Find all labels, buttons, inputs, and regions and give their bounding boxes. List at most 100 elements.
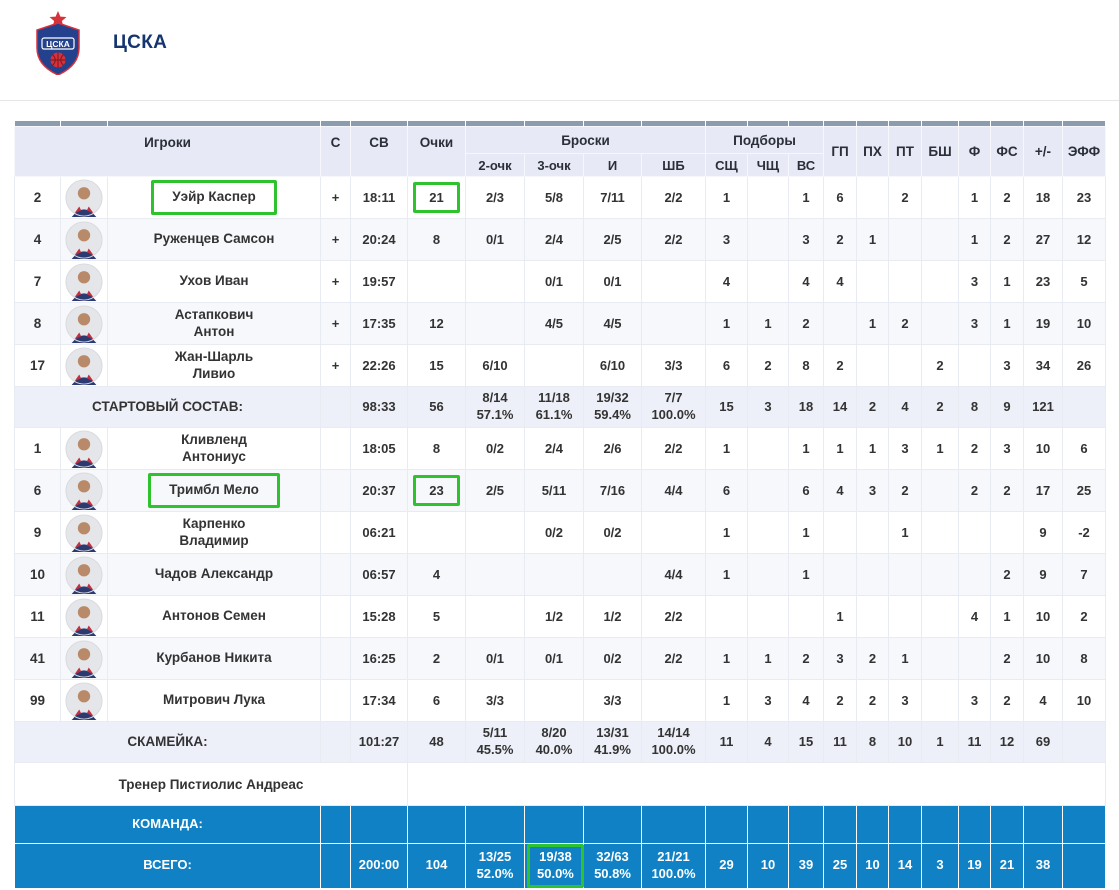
col-ft: ШБ: [642, 154, 706, 177]
cell-total-reb: [789, 596, 824, 638]
cell-minutes: 06:21: [351, 512, 408, 554]
cell-steals: [857, 177, 889, 219]
cell-points: 8: [408, 219, 466, 261]
cell-minutes: 98:33: [351, 387, 408, 428]
cell-ft: 2/2: [642, 638, 706, 680]
cell-assists: 4: [824, 261, 857, 303]
player-photo-cell: [61, 219, 108, 261]
cell-turnovers: 14: [889, 844, 922, 889]
cell-plus-minus: 19: [1024, 303, 1063, 345]
cell-fg: 0/2: [584, 512, 642, 554]
cell-minutes: 20:24: [351, 219, 408, 261]
cell-assists: 1: [824, 596, 857, 638]
cell-blocks: [922, 554, 959, 596]
cell-points: 104: [408, 844, 466, 889]
cell-assists: [824, 512, 857, 554]
player-photo: [65, 263, 103, 301]
cell-ft: [642, 680, 706, 722]
cell-points: 23: [408, 470, 466, 512]
player-photo-cell: [61, 177, 108, 219]
cell-turnovers: 2: [889, 470, 922, 512]
cell-steals: [857, 345, 889, 387]
cell-assists: 11: [824, 722, 857, 763]
cell-fg: 19/32 59.4%: [584, 387, 642, 428]
team-logo-icon[interactable]: ЦСКА: [33, 11, 83, 75]
cell-3pt: [525, 806, 584, 844]
cell-3pt: 0/2: [525, 512, 584, 554]
col-2pt: 2-очк: [466, 154, 525, 177]
team-name[interactable]: ЦСКА: [113, 32, 167, 54]
cell-assists: [824, 806, 857, 844]
player-photo: [65, 347, 103, 385]
cell-starter: +: [321, 303, 351, 345]
cell-minutes: 18:11: [351, 177, 408, 219]
cell-starter: [321, 428, 351, 470]
cell-minutes: [351, 806, 408, 844]
player-photo: [65, 640, 103, 678]
cell-minutes: 200:00: [351, 844, 408, 889]
cell-def-reb: [748, 177, 789, 219]
cell-off-reb: 6: [706, 345, 748, 387]
cell-off-reb: 11: [706, 722, 748, 763]
cell-assists: 6: [824, 177, 857, 219]
cell-def-reb: [748, 554, 789, 596]
cell-ft: [642, 806, 706, 844]
cell-fouls: [959, 806, 991, 844]
cell-blocks: [922, 303, 959, 345]
cell-efficiency: 10: [1063, 303, 1106, 345]
cell-starter: [321, 596, 351, 638]
cell-2pt: 0/1: [466, 219, 525, 261]
col-assists: ГП: [824, 127, 857, 177]
cell-3pt: 0/1: [525, 638, 584, 680]
cell-turnovers: [889, 219, 922, 261]
cell-assists: [824, 303, 857, 345]
cell-fouls-drawn: 2: [991, 638, 1024, 680]
player-name: Жан-Шарль Ливио: [108, 345, 321, 387]
col-efficiency: ЭФФ: [1063, 127, 1106, 177]
cell-off-reb: 4: [706, 261, 748, 303]
cell-fg: [584, 806, 642, 844]
cell-def-reb: 1: [748, 638, 789, 680]
cell-off-reb: 3: [706, 219, 748, 261]
cell-blocks: 3: [922, 844, 959, 889]
cell-fouls-drawn: 12: [991, 722, 1024, 763]
cell-steals: [857, 261, 889, 303]
cell-fouls-drawn: 9: [991, 387, 1024, 428]
cell-fg: 6/10: [584, 345, 642, 387]
cell-2pt: 3/3: [466, 680, 525, 722]
cell-def-reb: [748, 428, 789, 470]
cell-3pt: 5/11: [525, 470, 584, 512]
cell-off-reb: 1: [706, 428, 748, 470]
cell-def-reb: [748, 596, 789, 638]
cell-steals: [857, 512, 889, 554]
player-number: 41: [15, 638, 61, 680]
cell-ft: 2/2: [642, 177, 706, 219]
cell-plus-minus: 10: [1024, 596, 1063, 638]
cell-blocks: [922, 512, 959, 554]
cell-3pt: 11/18 61.1%: [525, 387, 584, 428]
cell-ft: 2/2: [642, 219, 706, 261]
cell-points: 4: [408, 554, 466, 596]
logo-text: ЦСКА: [46, 39, 70, 49]
player-row: 6Тримбл Мело20:37232/55/117/164/46643222…: [15, 470, 1106, 512]
cell-efficiency: [1063, 844, 1106, 889]
cell-fouls-drawn: 2: [991, 219, 1024, 261]
cell-fouls-drawn: 1: [991, 596, 1024, 638]
cell-fg: 0/1: [584, 261, 642, 303]
cell-plus-minus: 69: [1024, 722, 1063, 763]
cell-plus-minus: 10: [1024, 428, 1063, 470]
cell-assists: 2: [824, 219, 857, 261]
cell-steals: 2: [857, 680, 889, 722]
coach-empty: [408, 763, 1106, 806]
player-number: 17: [15, 345, 61, 387]
cell-2pt: 5/11 45.5%: [466, 722, 525, 763]
cell-plus-minus: 4: [1024, 680, 1063, 722]
cell-assists: 2: [824, 680, 857, 722]
cell-blocks: [922, 470, 959, 512]
col-minutes: СВ: [351, 127, 408, 177]
col-players: Игроки: [15, 127, 321, 177]
player-photo-cell: [61, 303, 108, 345]
cell-2pt: 2/5: [466, 470, 525, 512]
cell-steals: 1: [857, 219, 889, 261]
player-name: Астапкович Антон: [108, 303, 321, 345]
